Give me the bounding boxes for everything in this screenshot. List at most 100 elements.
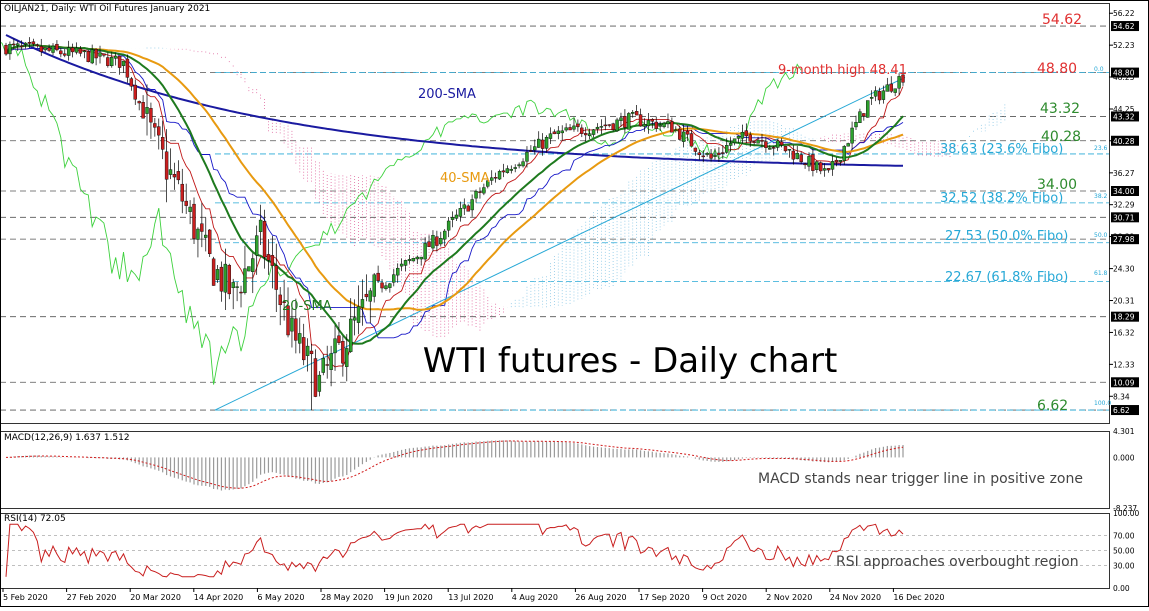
candle-body (200, 223, 204, 232)
candle-body (869, 97, 874, 99)
price-box-label: 48.80 (1113, 69, 1135, 78)
rsi-y-tick-label: 70.00 (1113, 532, 1135, 541)
candle-body (262, 221, 267, 258)
candle-body (552, 131, 557, 135)
candle-body (356, 306, 361, 323)
candle-body (4, 44, 8, 55)
sma-20-line (5, 44, 904, 345)
candle-body (70, 47, 75, 53)
candle-body (298, 333, 302, 344)
candle-body (850, 127, 854, 144)
candle-body (799, 154, 803, 163)
candle-body (380, 282, 384, 289)
conversion-line (5, 46, 904, 368)
candle-body (411, 258, 416, 262)
candle-body (611, 123, 615, 130)
x-tick-label: 28 May 2020 (321, 593, 373, 602)
candle-body (713, 154, 717, 157)
candle-body (86, 51, 90, 62)
price-box-label: 10.09 (1113, 378, 1135, 387)
fibo-tag-100: 100.0 (1094, 400, 1111, 407)
x-tick-label: 26 Aug 2020 (575, 593, 626, 602)
candle-body (783, 146, 788, 152)
candle-body (286, 305, 290, 336)
candle-body (329, 353, 333, 370)
candle-body (885, 84, 890, 92)
candle-body (603, 124, 608, 127)
sma-40-line (5, 44, 904, 311)
price-box (1111, 67, 1139, 78)
candle-body (106, 57, 110, 66)
lagging-span-line (0, 41, 802, 385)
x-tick-label: 9 Oct 2020 (703, 593, 747, 602)
candle-body (305, 345, 310, 356)
candle-body (486, 180, 490, 187)
candle-body (493, 177, 498, 179)
macd-y-tick-label: 0.000 (1113, 453, 1135, 462)
candle-body (149, 108, 153, 123)
candle-body (153, 123, 157, 128)
candle-body (654, 121, 658, 129)
candle-body (364, 293, 369, 298)
x-tick-label: 6 May 2020 (257, 593, 304, 602)
level-label-34-00: 34.00 (1037, 177, 1077, 193)
candle-body (35, 44, 40, 46)
candle-body (454, 214, 459, 219)
candle-body (121, 60, 126, 66)
candle-body (490, 177, 494, 181)
candle-body (760, 140, 764, 142)
rsi-annotation: RSI approaches overbought region (836, 554, 1079, 570)
candle-body (462, 204, 466, 209)
candle-body (55, 43, 59, 51)
rsi-y-tick-label: 0.00 (1113, 584, 1130, 593)
candle-body (834, 159, 839, 163)
candle-body (728, 143, 733, 146)
price-box (1111, 186, 1139, 196)
candle-body (160, 137, 165, 150)
candle-body (43, 47, 47, 51)
candle-body (509, 168, 513, 171)
candle-body (78, 48, 83, 54)
candle-body (254, 235, 259, 256)
x-tick-label: 4 Aug 2020 (512, 593, 558, 602)
candle-body (313, 358, 318, 397)
x-tick-label: 17 Sep 2020 (639, 593, 690, 602)
candle-body (591, 129, 596, 135)
price-box (1111, 234, 1139, 245)
candle-body (627, 113, 631, 130)
candle-body (858, 111, 862, 123)
candle-body (564, 127, 568, 131)
x-tick-label: 27 Feb 2020 (67, 593, 117, 602)
chart-title: WTI futures - Daily chart (423, 341, 838, 381)
candle-body (94, 49, 98, 59)
candle-body (693, 147, 698, 152)
candle-body (811, 154, 815, 171)
annotation-9-month-high: 9-month high 48.41 (778, 63, 907, 78)
candle-body (51, 45, 55, 53)
candle-body (129, 78, 134, 87)
candle-body (12, 43, 16, 46)
price-box-label: 18.29 (1113, 313, 1135, 322)
price-box-label: 40.28 (1113, 137, 1135, 146)
candle-body (352, 317, 357, 321)
candle-body (231, 282, 235, 289)
y-tick-label: 52.23 (1113, 41, 1135, 50)
candle-body (670, 121, 674, 133)
candle-body (243, 268, 247, 293)
level-label-43-32: 43.32 (1040, 101, 1080, 117)
candle-body (90, 49, 94, 64)
candle-body (407, 259, 412, 261)
candle-body (650, 119, 655, 122)
candle-body (646, 120, 651, 127)
candle-body (392, 274, 396, 283)
candle-body (309, 350, 314, 355)
candle-body (685, 130, 690, 135)
candle-body (247, 266, 251, 272)
candle-body (576, 123, 580, 127)
main-panel-header: OILJAN21, Daily: WTI Oil Futures January… (4, 4, 210, 14)
x-tick-label: 16 Dec 2020 (893, 593, 944, 602)
candle-body (740, 131, 745, 139)
